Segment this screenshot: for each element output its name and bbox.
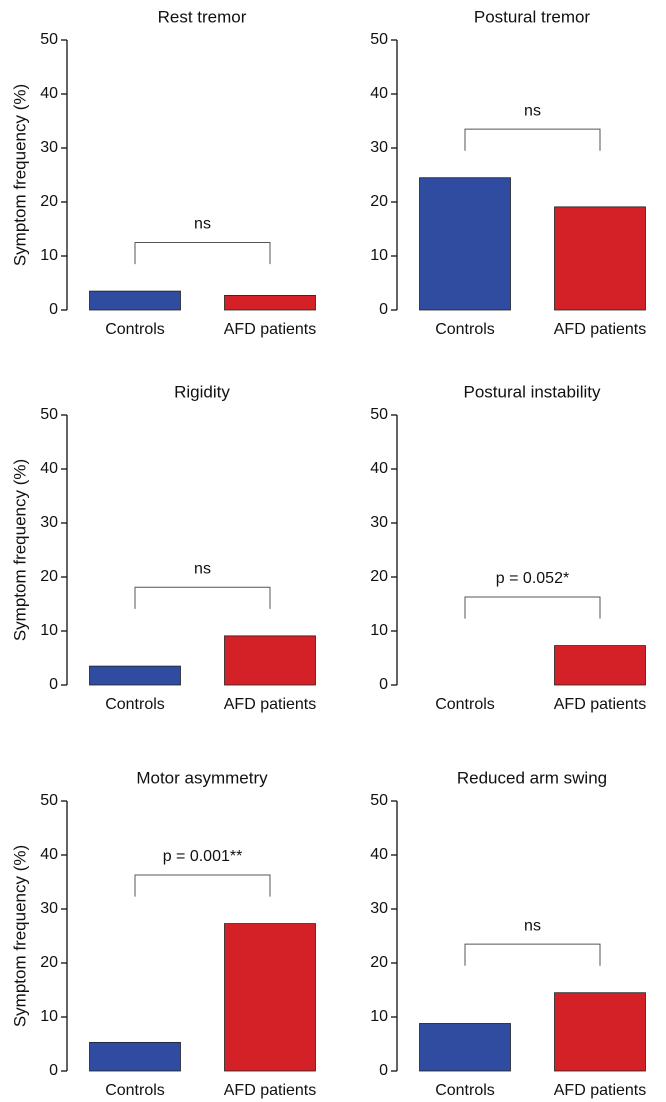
y-tick-label: 10 — [370, 247, 388, 264]
y-tick-label: 30 — [40, 900, 58, 917]
y-tick-label: 30 — [40, 139, 58, 156]
x-tick-label: Controls — [435, 321, 495, 338]
panel-title: Motor asymmetry — [136, 768, 268, 787]
y-tick-label: 50 — [40, 31, 58, 48]
y-tick-label: 10 — [370, 1008, 388, 1025]
y-tick-label: 40 — [370, 460, 388, 477]
y-axis-label: Symptom frequency (%) — [10, 845, 29, 1027]
y-tick-label: 50 — [370, 792, 388, 809]
panel-title: Postural tremor — [474, 7, 591, 26]
bar — [224, 295, 316, 311]
significance-label: ns — [194, 560, 211, 577]
bar — [554, 992, 646, 1072]
bar — [89, 290, 181, 311]
y-tick-label: 40 — [370, 85, 388, 102]
y-tick-label: 20 — [370, 193, 388, 210]
y-tick-label: 0 — [49, 1062, 58, 1079]
y-tick-label: 20 — [370, 954, 388, 971]
y-tick-label: 20 — [370, 568, 388, 585]
panel-title: Rigidity — [174, 382, 230, 401]
bar — [224, 923, 316, 1072]
y-tick-label: 50 — [370, 406, 388, 423]
bar — [224, 635, 316, 686]
x-tick-label: Controls — [105, 321, 165, 338]
y-tick-label: 30 — [370, 514, 388, 531]
y-tick-label: 0 — [49, 301, 58, 318]
panel-title: Rest tremor — [158, 7, 247, 26]
significance-label: ns — [524, 917, 541, 934]
x-tick-label: AFD patients — [224, 1082, 316, 1099]
y-tick-label: 50 — [40, 406, 58, 423]
bar — [419, 177, 511, 311]
x-tick-label: AFD patients — [554, 696, 646, 713]
y-tick-label: 10 — [40, 622, 58, 639]
y-axis-label: Symptom frequency (%) — [10, 459, 29, 641]
x-tick-label: Controls — [435, 1082, 495, 1099]
y-tick-label: 50 — [370, 31, 388, 48]
bar — [89, 665, 181, 686]
y-tick-label: 10 — [370, 622, 388, 639]
x-tick-label: AFD patients — [224, 696, 316, 713]
y-tick-label: 50 — [40, 792, 58, 809]
bar — [419, 1023, 511, 1072]
panel-title: Reduced arm swing — [457, 768, 607, 787]
x-tick-label: Controls — [105, 1082, 165, 1099]
x-tick-label: Controls — [105, 696, 165, 713]
y-tick-label: 40 — [40, 85, 58, 102]
y-tick-label: 0 — [379, 301, 388, 318]
y-axis-label: Symptom frequency (%) — [10, 84, 29, 266]
x-tick-label: AFD patients — [224, 321, 316, 338]
y-tick-label: 10 — [40, 1008, 58, 1025]
significance-bracket — [464, 943, 601, 966]
bar — [554, 206, 646, 311]
y-tick-label: 40 — [40, 846, 58, 863]
y-tick-label: 20 — [40, 193, 58, 210]
significance-label: p = 0.001** — [163, 848, 243, 865]
y-tick-label: 30 — [370, 900, 388, 917]
x-tick-label: Controls — [435, 696, 495, 713]
y-tick-label: 40 — [370, 846, 388, 863]
y-tick-label: 20 — [40, 954, 58, 971]
y-tick-label: 10 — [40, 247, 58, 264]
y-tick-label: 0 — [379, 1062, 388, 1079]
significance-label: ns — [194, 216, 211, 233]
significance-bracket — [134, 586, 271, 609]
y-tick-label: 30 — [40, 514, 58, 531]
x-tick-label: AFD patients — [554, 321, 646, 338]
y-tick-label: 40 — [40, 460, 58, 477]
significance-bracket — [464, 128, 601, 151]
y-tick-label: 0 — [379, 676, 388, 693]
significance-bracket — [134, 242, 271, 265]
significance-bracket — [464, 596, 601, 619]
bar — [554, 645, 646, 686]
significance-label: ns — [524, 102, 541, 119]
significance-label: p = 0.052* — [496, 570, 569, 587]
significance-bracket — [134, 874, 271, 897]
x-tick-label: AFD patients — [554, 1082, 646, 1099]
bar — [89, 1041, 181, 1072]
y-tick-label: 30 — [370, 139, 388, 156]
panel-title: Postural instability — [463, 382, 601, 401]
y-tick-label: 20 — [40, 568, 58, 585]
y-tick-label: 0 — [49, 676, 58, 693]
